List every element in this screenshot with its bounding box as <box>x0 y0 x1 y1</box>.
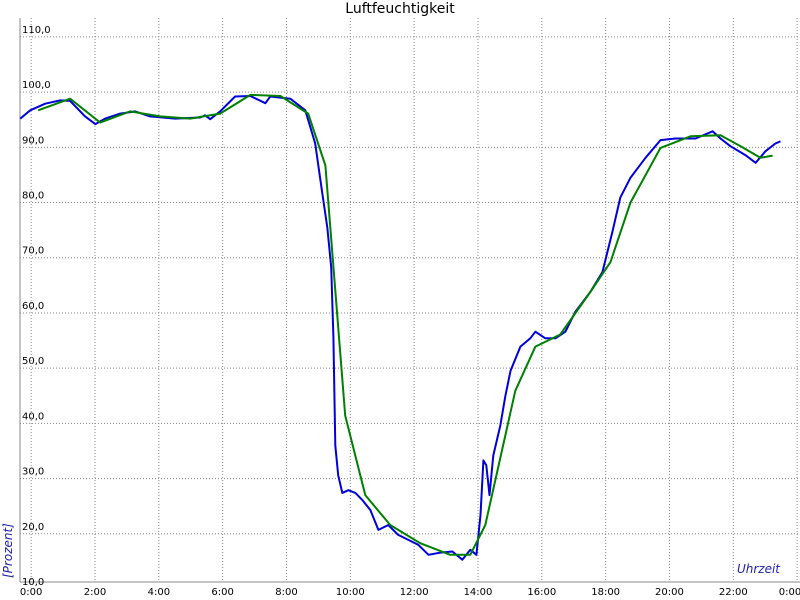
y-tick-label: 60,0 <box>22 301 44 312</box>
x-tick-label: 16:00 <box>527 587 556 598</box>
x-tick-label: 8:00 <box>275 587 297 598</box>
x-tick-label: 2:00 <box>84 587 106 598</box>
y-tick-label: 40,0 <box>22 411 44 422</box>
y-tick-label: 90,0 <box>22 135 44 146</box>
x-tick-label: 0:00 <box>20 587 42 598</box>
x-tick-label: 6:00 <box>211 587 233 598</box>
y-tick-label: 10,0 <box>22 577 44 588</box>
chart-title: Luftfeuchtigkeit <box>345 1 455 17</box>
x-tick-label: 12:00 <box>400 587 429 598</box>
x-tick-label: 4:00 <box>148 587 170 598</box>
x-tick-label: 18:00 <box>591 587 620 598</box>
y-axis-label: [Prozent] <box>1 523 15 578</box>
x-tick-label: 10:00 <box>336 587 365 598</box>
y-tick-label: 20,0 <box>22 522 44 533</box>
x-tick-label: 22:00 <box>719 587 748 598</box>
line-series <box>37 93 773 556</box>
y-tick-label: 110,0 <box>22 25 51 36</box>
x-axis-label: Uhrzeit <box>737 562 781 576</box>
y-tick-label: 80,0 <box>22 191 44 202</box>
y-tick-label: 70,0 <box>22 246 44 257</box>
y-tick-label: 50,0 <box>22 356 44 367</box>
x-tick-label: 0:00 <box>779 587 800 598</box>
x-tick-label: 20:00 <box>655 587 684 598</box>
x-tick-label: 14:00 <box>464 587 493 598</box>
y-tick-label: 100,0 <box>22 80 51 91</box>
y-tick-label: 30,0 <box>22 467 44 478</box>
